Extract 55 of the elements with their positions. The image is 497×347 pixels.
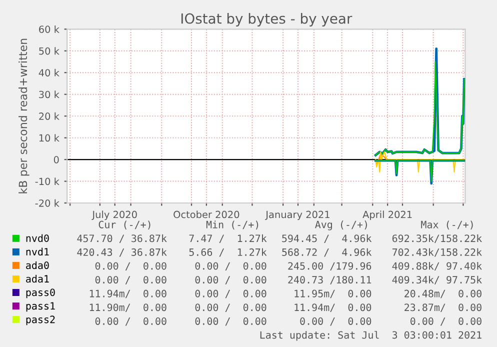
text: 0.00 / 0.00 xyxy=(95,317,166,326)
text: Last update: Sat Jul 3 03:00:01 2021 xyxy=(260,330,482,341)
text: 409.34k/ 97.75k xyxy=(392,276,482,284)
text: Cur (-/+) xyxy=(98,220,150,230)
text: 20.48m/ 0.00 xyxy=(404,290,482,298)
text: 5.66 / 1.27k xyxy=(189,248,267,257)
y-tick-label: -10 k xyxy=(35,178,60,186)
text: 0.00 / 0.00 xyxy=(410,317,482,326)
legend-label: nvd0 xyxy=(26,234,49,242)
text: 594.45 / 4.96k xyxy=(282,234,372,243)
text: 0.00 / 0.00 xyxy=(95,276,166,284)
text: Avg (-/+) xyxy=(315,220,367,230)
text: 0.00 / 0.00 xyxy=(195,262,266,271)
text: 420.43 / 36.87k xyxy=(77,248,167,257)
y-axis-title: kB per second read+written xyxy=(18,38,30,194)
text: 11.94m/ 0.00 xyxy=(294,304,372,312)
legend-label: pass1 xyxy=(26,302,55,312)
y-tick-label: 40 k xyxy=(38,68,60,76)
y-tick-label: 30 k xyxy=(39,90,60,98)
text: 240.73 /180.11 xyxy=(288,276,372,284)
text: 11.94m/ 0.00 xyxy=(90,290,166,298)
text: 7.47 / 1.27k xyxy=(189,234,267,243)
text: 457.70 / 36.87k xyxy=(77,234,167,243)
legend-label: pass0 xyxy=(26,288,55,298)
text: 568.72 / 4.96k xyxy=(282,248,372,257)
y-tick-label: 0 xyxy=(54,156,59,164)
text: 702.43k/158.22k xyxy=(392,248,482,257)
text: 0.00 / 0.00 xyxy=(195,276,266,284)
y-tick-label: 20 k xyxy=(39,112,60,120)
chart-title: IOstat by bytes - by year xyxy=(181,13,352,26)
text: 0.00 / 0.00 xyxy=(195,290,266,298)
text: 409.88k/ 97.40k xyxy=(392,262,482,271)
text: 0.00 / 0.00 xyxy=(195,317,266,326)
text: 0.00 / 0.00 xyxy=(300,317,372,326)
text: 245.00 /179.96 xyxy=(288,262,372,271)
x-tick-label: October 2020 xyxy=(174,210,240,218)
y-tick-label: -20 k xyxy=(35,199,60,207)
x-tick-label: July 2020 xyxy=(92,210,137,220)
x-tick-label: January 2021 xyxy=(265,210,330,220)
legend-label: ada1 xyxy=(26,274,49,283)
text: 11.90m/ 0.00 xyxy=(90,304,166,312)
text: 11.95m/ 0.00 xyxy=(294,290,372,298)
y-tick-label: 60 k xyxy=(39,25,60,33)
text: 23.87m/ 0.00 xyxy=(404,304,482,312)
legend-label: nvd1 xyxy=(26,248,49,256)
y-tick-label: 50 k xyxy=(39,47,60,55)
legend-label: ada0 xyxy=(26,261,49,270)
text: Max (-/+) xyxy=(421,220,473,230)
y-tick-label: 10 k xyxy=(39,134,60,142)
x-tick-label: April 2021 xyxy=(362,210,412,220)
text: 692.35k/158.22k xyxy=(392,234,482,243)
text: 0.00 / 0.00 xyxy=(195,304,266,312)
text: Min (-/+) xyxy=(206,220,258,230)
text: 0.00 / 0.00 xyxy=(95,262,166,271)
legend-label: pass2 xyxy=(26,316,55,326)
